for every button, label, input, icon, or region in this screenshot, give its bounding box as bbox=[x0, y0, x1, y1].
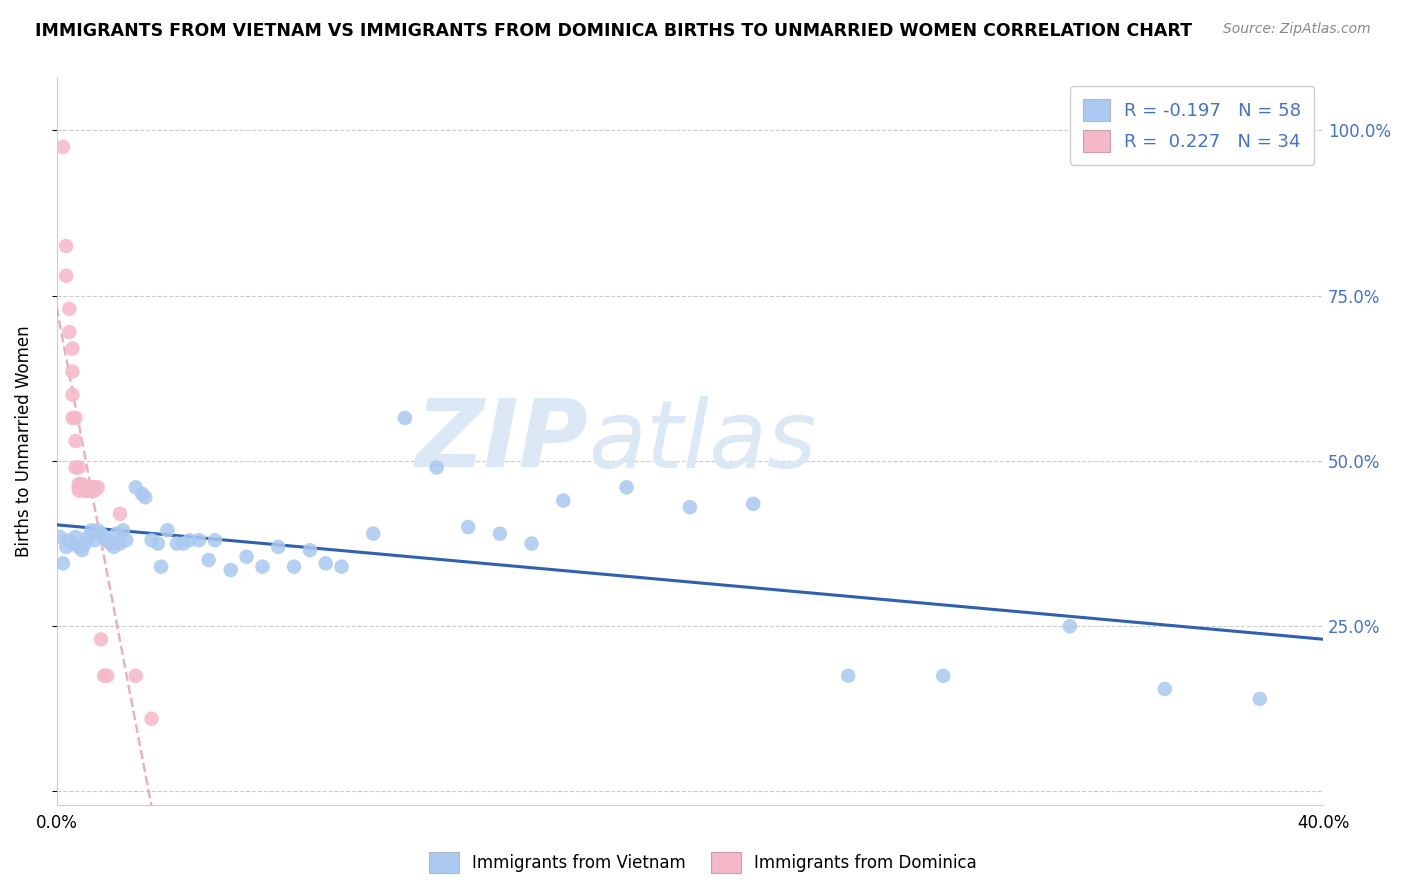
Point bbox=[179, 533, 201, 548]
Text: ZIP: ZIP bbox=[416, 395, 589, 487]
Point bbox=[361, 526, 384, 541]
Point bbox=[65, 530, 87, 544]
Point bbox=[315, 557, 337, 571]
Point bbox=[1153, 681, 1175, 696]
Point bbox=[67, 480, 90, 494]
Point bbox=[67, 483, 90, 498]
Y-axis label: Births to Unmarried Women: Births to Unmarried Women bbox=[15, 326, 32, 557]
Point bbox=[197, 553, 219, 567]
Point bbox=[96, 669, 118, 683]
Point bbox=[553, 493, 575, 508]
Point bbox=[742, 497, 765, 511]
Point bbox=[87, 524, 110, 538]
Point bbox=[52, 140, 75, 154]
Point bbox=[267, 540, 290, 554]
Point bbox=[62, 388, 84, 402]
Point bbox=[62, 365, 84, 379]
Point bbox=[83, 480, 105, 494]
Point bbox=[70, 543, 93, 558]
Point bbox=[55, 268, 77, 283]
Point bbox=[166, 536, 188, 550]
Point bbox=[83, 533, 105, 548]
Point bbox=[131, 487, 153, 501]
Point bbox=[932, 669, 955, 683]
Point bbox=[426, 460, 449, 475]
Point bbox=[235, 549, 257, 564]
Point bbox=[146, 536, 169, 550]
Point bbox=[283, 559, 305, 574]
Point bbox=[77, 483, 100, 498]
Text: IMMIGRANTS FROM VIETNAM VS IMMIGRANTS FROM DOMINICA BIRTHS TO UNMARRIED WOMEN CO: IMMIGRANTS FROM VIETNAM VS IMMIGRANTS FR… bbox=[35, 22, 1192, 40]
Text: Source: ZipAtlas.com: Source: ZipAtlas.com bbox=[1223, 22, 1371, 37]
Point bbox=[87, 480, 110, 494]
Point bbox=[77, 480, 100, 494]
Point bbox=[93, 530, 115, 544]
Point bbox=[150, 559, 173, 574]
Point bbox=[219, 563, 242, 577]
Point bbox=[67, 477, 90, 491]
Point bbox=[55, 239, 77, 253]
Point bbox=[80, 480, 103, 494]
Point bbox=[67, 540, 90, 554]
Point bbox=[70, 480, 93, 494]
Point bbox=[457, 520, 479, 534]
Point bbox=[70, 477, 93, 491]
Point bbox=[112, 524, 135, 538]
Point bbox=[252, 559, 274, 574]
Point bbox=[52, 557, 75, 571]
Point bbox=[616, 480, 638, 494]
Point bbox=[520, 536, 543, 550]
Point bbox=[80, 524, 103, 538]
Point bbox=[83, 483, 105, 498]
Legend: Immigrants from Vietnam, Immigrants from Dominica: Immigrants from Vietnam, Immigrants from… bbox=[422, 846, 984, 880]
Point bbox=[141, 533, 163, 548]
Point bbox=[134, 490, 156, 504]
Text: atlas: atlas bbox=[589, 395, 817, 486]
Point bbox=[115, 533, 138, 548]
Point bbox=[108, 507, 131, 521]
Point bbox=[65, 411, 87, 425]
Point bbox=[204, 533, 226, 548]
Point bbox=[125, 480, 148, 494]
Point bbox=[65, 434, 87, 448]
Point bbox=[93, 669, 115, 683]
Point bbox=[62, 342, 84, 356]
Point bbox=[90, 526, 112, 541]
Point bbox=[298, 543, 321, 558]
Point bbox=[65, 460, 87, 475]
Point bbox=[1059, 619, 1081, 633]
Point bbox=[58, 325, 80, 339]
Point bbox=[172, 536, 194, 550]
Point bbox=[105, 526, 128, 541]
Point bbox=[679, 500, 702, 515]
Point bbox=[90, 632, 112, 647]
Point bbox=[489, 526, 512, 541]
Point bbox=[96, 533, 118, 548]
Point bbox=[49, 530, 72, 544]
Point bbox=[67, 460, 90, 475]
Point bbox=[62, 536, 84, 550]
Point bbox=[80, 483, 103, 498]
Point bbox=[58, 533, 80, 548]
Point bbox=[1249, 692, 1271, 706]
Point bbox=[188, 533, 211, 548]
Point bbox=[108, 536, 131, 550]
Point bbox=[837, 669, 859, 683]
Point bbox=[55, 540, 77, 554]
Point bbox=[58, 301, 80, 316]
Point bbox=[75, 536, 97, 550]
Point bbox=[75, 483, 97, 498]
Point bbox=[62, 411, 84, 425]
Point bbox=[125, 669, 148, 683]
Point bbox=[394, 411, 416, 425]
Point bbox=[77, 483, 100, 498]
Point bbox=[77, 530, 100, 544]
Point bbox=[100, 536, 122, 550]
Point bbox=[330, 559, 353, 574]
Legend: R = -0.197   N = 58, R =  0.227   N = 34: R = -0.197 N = 58, R = 0.227 N = 34 bbox=[1070, 87, 1315, 165]
Point bbox=[156, 524, 179, 538]
Point bbox=[103, 540, 125, 554]
Point bbox=[75, 483, 97, 498]
Point bbox=[141, 712, 163, 726]
